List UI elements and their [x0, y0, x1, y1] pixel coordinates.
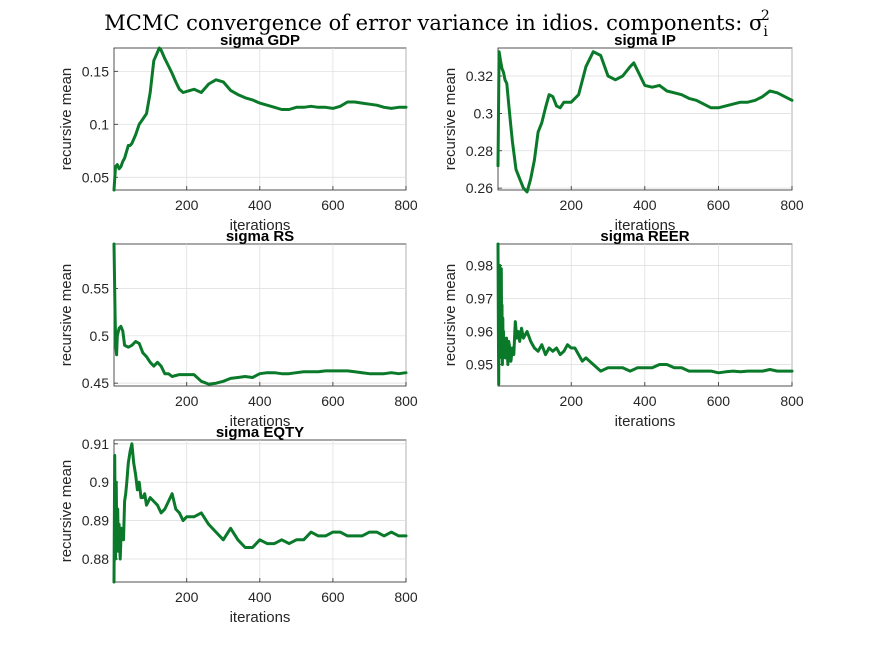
x-axis-label: iterations [230, 413, 291, 430]
figure-title-text: MCMC convergence of error variance in id… [104, 11, 763, 35]
series-line [496, 50, 794, 194]
figure-title-subscript: i [763, 24, 768, 40]
series-line [112, 46, 408, 192]
y-tick-label: 0.91 [82, 436, 109, 452]
x-tick-label: 200 [175, 197, 199, 213]
x-axis-label: iterations [230, 609, 291, 626]
x-tick-label: 400 [248, 589, 272, 605]
x-tick-label: 400 [248, 393, 272, 409]
y-axis-label: recursive mean [58, 264, 75, 367]
series-line [112, 442, 408, 584]
x-axis-label: iterations [615, 217, 676, 234]
x-tick-label: 200 [175, 589, 199, 605]
subplot-1: 200 400 600 800 0.05 0.1 0.15 sigma GDP iteratio… [58, 32, 418, 234]
figure-title-superscript: 2 [761, 8, 770, 24]
x-tick-label: 800 [394, 393, 418, 409]
series-line [496, 242, 794, 386]
subplot-title: sigma EQTY [216, 424, 304, 441]
x-tick-label: 800 [780, 393, 804, 409]
y-tick-label: 0.9 [90, 474, 110, 490]
y-tick-label: 0.89 [82, 513, 109, 529]
y-tick-label: 0.55 [82, 280, 109, 296]
y-tick-label: 0.3 [474, 105, 494, 121]
subplot-3: 200 400 600 800 0.45 0.5 0.55 sigma RS iteration… [58, 228, 418, 430]
x-tick-label: 200 [175, 393, 199, 409]
x-tick-label: 800 [780, 197, 804, 213]
y-axis-label: recursive mean [58, 460, 75, 563]
y-tick-label: 0.95 [466, 357, 493, 373]
x-tick-label: 600 [707, 393, 731, 409]
subplot-title: sigma IP [614, 32, 676, 49]
y-tick-label: 0.15 [82, 63, 109, 79]
figure-title: MCMC convergence of error variance in id… [104, 8, 770, 40]
series-line [112, 242, 408, 386]
x-tick-label: 400 [248, 197, 272, 213]
y-tick-label: 0.45 [82, 375, 109, 391]
x-tick-label: 200 [560, 393, 584, 409]
y-tick-label: 0.5 [90, 328, 110, 344]
subplot-title: sigma RS [226, 228, 294, 245]
x-tick-label: 800 [394, 589, 418, 605]
y-axis-label: recursive mean [442, 68, 459, 171]
x-tick-label: 600 [707, 197, 731, 213]
y-tick-label: 0.97 [466, 290, 493, 306]
subplot-grid: 200 400 600 800 0.05 0.1 0.15 sigma GDP iteratio… [58, 32, 804, 626]
x-tick-label: 400 [633, 197, 657, 213]
y-tick-label: 0.28 [466, 143, 493, 159]
subplot-title: sigma GDP [220, 32, 300, 49]
subplot-2: 200 400 600 800 0.26 0.28 0.3 0.32 sigma IP itera… [442, 32, 804, 234]
y-tick-label: 0.32 [466, 68, 493, 84]
subplot-title: sigma REER [600, 228, 689, 245]
subplot-5: 200 400 600 800 0.88 0.89 0.9 0.91 sigma EQTY ite… [58, 424, 418, 626]
y-axis-label: recursive mean [58, 68, 75, 171]
y-tick-label: 0.1 [90, 116, 110, 132]
y-tick-label: 0.26 [466, 180, 493, 196]
x-tick-label: 600 [321, 589, 345, 605]
y-tick-label: 0.05 [82, 169, 109, 185]
x-tick-label: 600 [321, 197, 345, 213]
y-tick-label: 0.98 [466, 257, 493, 273]
x-tick-label: 600 [321, 393, 345, 409]
y-axis-label: recursive mean [442, 264, 459, 367]
y-tick-label: 0.96 [466, 324, 493, 340]
x-tick-label: 200 [560, 197, 584, 213]
x-axis-label: iterations [230, 217, 291, 234]
y-tick-label: 0.88 [82, 551, 109, 567]
x-axis-label: iterations [615, 413, 676, 430]
x-tick-label: 400 [633, 393, 657, 409]
subplot-4: 200 400 600 800 0.95 0.96 0.97 0.98 sigma REER it… [442, 228, 804, 430]
x-tick-label: 800 [394, 197, 418, 213]
